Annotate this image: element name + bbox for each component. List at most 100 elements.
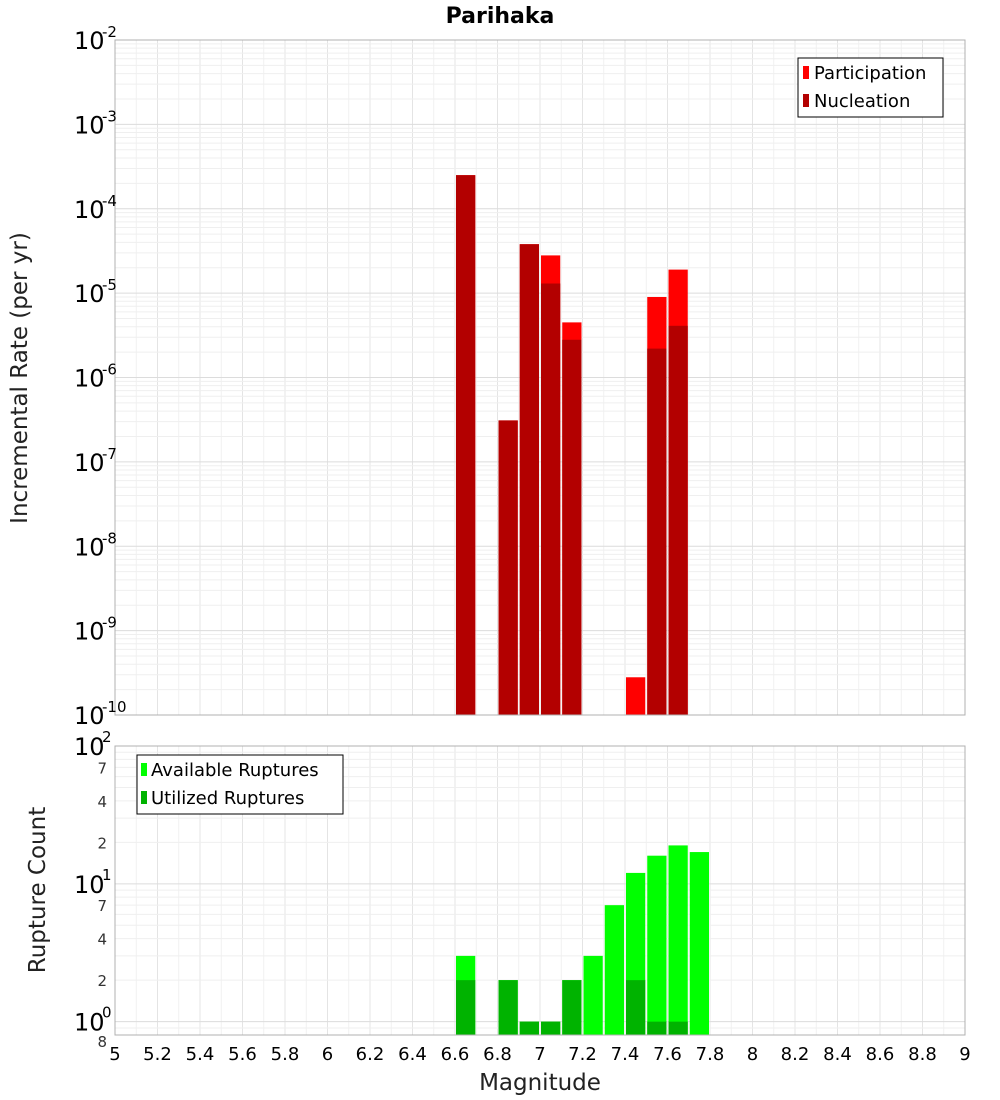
x-tick-label: 5.6 bbox=[228, 1044, 257, 1065]
x-tick-label: 8.8 bbox=[908, 1044, 937, 1065]
legend-swatch-participation bbox=[803, 66, 809, 79]
legend-label-available: Available Ruptures bbox=[151, 760, 319, 781]
y-tick-label: 10-10 bbox=[74, 698, 127, 730]
y-tick-exponent: -3 bbox=[102, 107, 117, 125]
x-tick-label: 8.4 bbox=[823, 1044, 852, 1065]
count-plot-legend-box bbox=[136, 754, 344, 815]
bar-utilized-ruptures bbox=[626, 980, 646, 1035]
x-tick-label: 8.2 bbox=[781, 1044, 810, 1065]
rate-plot-bars bbox=[456, 175, 688, 716]
y-minor-tick-label: 8 bbox=[97, 1033, 107, 1051]
bar-participation bbox=[626, 677, 646, 715]
y-tick-label: 10-4 bbox=[74, 192, 117, 224]
y-tick-exponent: 1 bbox=[102, 866, 112, 884]
chart-title: Parihaka bbox=[446, 4, 555, 29]
legend-swatch-available bbox=[141, 763, 147, 776]
y-minor-tick-label: 4 bbox=[97, 793, 107, 811]
y-tick-exponent: -8 bbox=[102, 529, 117, 547]
legend-swatch-nucleation bbox=[803, 94, 809, 107]
y-tick-label: 10-2 bbox=[74, 23, 117, 55]
x-tick-label: 6 bbox=[322, 1044, 333, 1065]
x-tick-label: 6.8 bbox=[483, 1044, 512, 1065]
x-tick-label: 6.2 bbox=[356, 1044, 385, 1065]
bar-available-ruptures bbox=[689, 852, 709, 1035]
y-tick-label: 10-6 bbox=[74, 361, 117, 393]
y-tick-exponent: -4 bbox=[102, 192, 117, 210]
y-tick-base: 10 bbox=[74, 280, 105, 308]
legend-label-participation: Participation bbox=[814, 63, 926, 84]
x-tick-label: 5.2 bbox=[143, 1044, 172, 1065]
rate-plot-y-axis-title: Incremental Rate (per yr) bbox=[7, 232, 33, 524]
y-minor-tick-label: 2 bbox=[97, 834, 107, 852]
y-tick-label: 10-5 bbox=[74, 276, 117, 308]
y-minor-tick-label: 4 bbox=[97, 931, 107, 949]
bar-available-ruptures bbox=[647, 855, 667, 1035]
y-tick-exponent: -7 bbox=[102, 445, 117, 463]
bar-utilized-ruptures bbox=[562, 980, 582, 1035]
bar-available-ruptures bbox=[668, 845, 688, 1035]
y-tick-base: 10 bbox=[74, 618, 105, 646]
y-tick-base: 10 bbox=[74, 871, 105, 899]
y-tick-base: 10 bbox=[74, 365, 105, 393]
bar-utilized-ruptures bbox=[647, 1021, 667, 1035]
bar-nucleation bbox=[456, 175, 476, 715]
bar-nucleation bbox=[668, 325, 688, 715]
x-tick-label: 7.4 bbox=[611, 1044, 640, 1065]
rate-plot-grid bbox=[114, 39, 966, 716]
bar-available-ruptures bbox=[583, 955, 603, 1035]
y-tick-exponent: -10 bbox=[102, 698, 127, 716]
y-tick-base: 10 bbox=[74, 702, 105, 730]
x-tick-label: 9 bbox=[959, 1044, 970, 1065]
count-plot-border bbox=[114, 745, 966, 1036]
y-minor-tick-label: 2 bbox=[97, 972, 107, 990]
x-tick-label: 5.4 bbox=[186, 1044, 215, 1065]
bar-nucleation bbox=[562, 339, 582, 715]
bar-utilized-ruptures bbox=[456, 980, 476, 1035]
bar-utilized-ruptures bbox=[541, 1021, 561, 1035]
bar-available-ruptures bbox=[604, 905, 624, 1035]
x-tick-label: 5.8 bbox=[271, 1044, 300, 1065]
count-plot-bars bbox=[456, 845, 709, 1035]
bar-utilized-ruptures bbox=[519, 1021, 539, 1035]
bar-nucleation bbox=[647, 348, 667, 715]
y-tick-base: 10 bbox=[74, 733, 105, 761]
y-tick-exponent: -5 bbox=[102, 276, 117, 294]
y-tick-label: 10-8 bbox=[74, 529, 117, 561]
bar-nucleation bbox=[498, 420, 518, 715]
bar-utilized-ruptures bbox=[668, 1021, 688, 1035]
y-tick-exponent: -9 bbox=[102, 614, 117, 632]
bar-nucleation bbox=[519, 244, 539, 716]
y-tick-label: 102 bbox=[74, 728, 112, 761]
x-tick-label: 8.6 bbox=[866, 1044, 895, 1065]
x-tick-label: 6.6 bbox=[441, 1044, 470, 1065]
bar-utilized-ruptures bbox=[498, 980, 518, 1035]
y-tick-exponent: 2 bbox=[102, 728, 112, 746]
rate-plot-border bbox=[114, 39, 966, 716]
x-tick-label: 7.8 bbox=[696, 1044, 725, 1065]
y-minor-tick-label: 7 bbox=[97, 897, 107, 915]
y-tick-exponent: -6 bbox=[102, 361, 117, 379]
x-axis-title: Magnitude bbox=[479, 1070, 601, 1096]
rate-plot-legend-box bbox=[797, 57, 944, 118]
y-tick-base: 10 bbox=[74, 196, 105, 224]
y-tick-label: 10-3 bbox=[74, 107, 117, 139]
legend-label-utilized: Utilized Ruptures bbox=[151, 788, 304, 809]
count-plot-legend: Available Ruptures Utilized Ruptures bbox=[136, 754, 344, 815]
bar-nucleation bbox=[541, 283, 561, 715]
x-tick-label: 7 bbox=[534, 1044, 545, 1065]
x-tick-label: 7.6 bbox=[653, 1044, 682, 1065]
y-tick-label: 101 bbox=[74, 866, 112, 899]
y-minor-tick-label: 7 bbox=[97, 759, 107, 777]
y-tick-base: 10 bbox=[74, 533, 105, 561]
y-tick-label: 100 bbox=[74, 1004, 112, 1037]
rate-plot-legend: Participation Nucleation bbox=[797, 57, 944, 118]
x-tick-label: 8 bbox=[747, 1044, 758, 1065]
y-tick-base: 10 bbox=[74, 27, 105, 55]
x-tick-label: 6.4 bbox=[398, 1044, 427, 1065]
legend-label-nucleation: Nucleation bbox=[814, 91, 910, 112]
count-plot-y-axis-title: Rupture Count bbox=[25, 807, 51, 973]
